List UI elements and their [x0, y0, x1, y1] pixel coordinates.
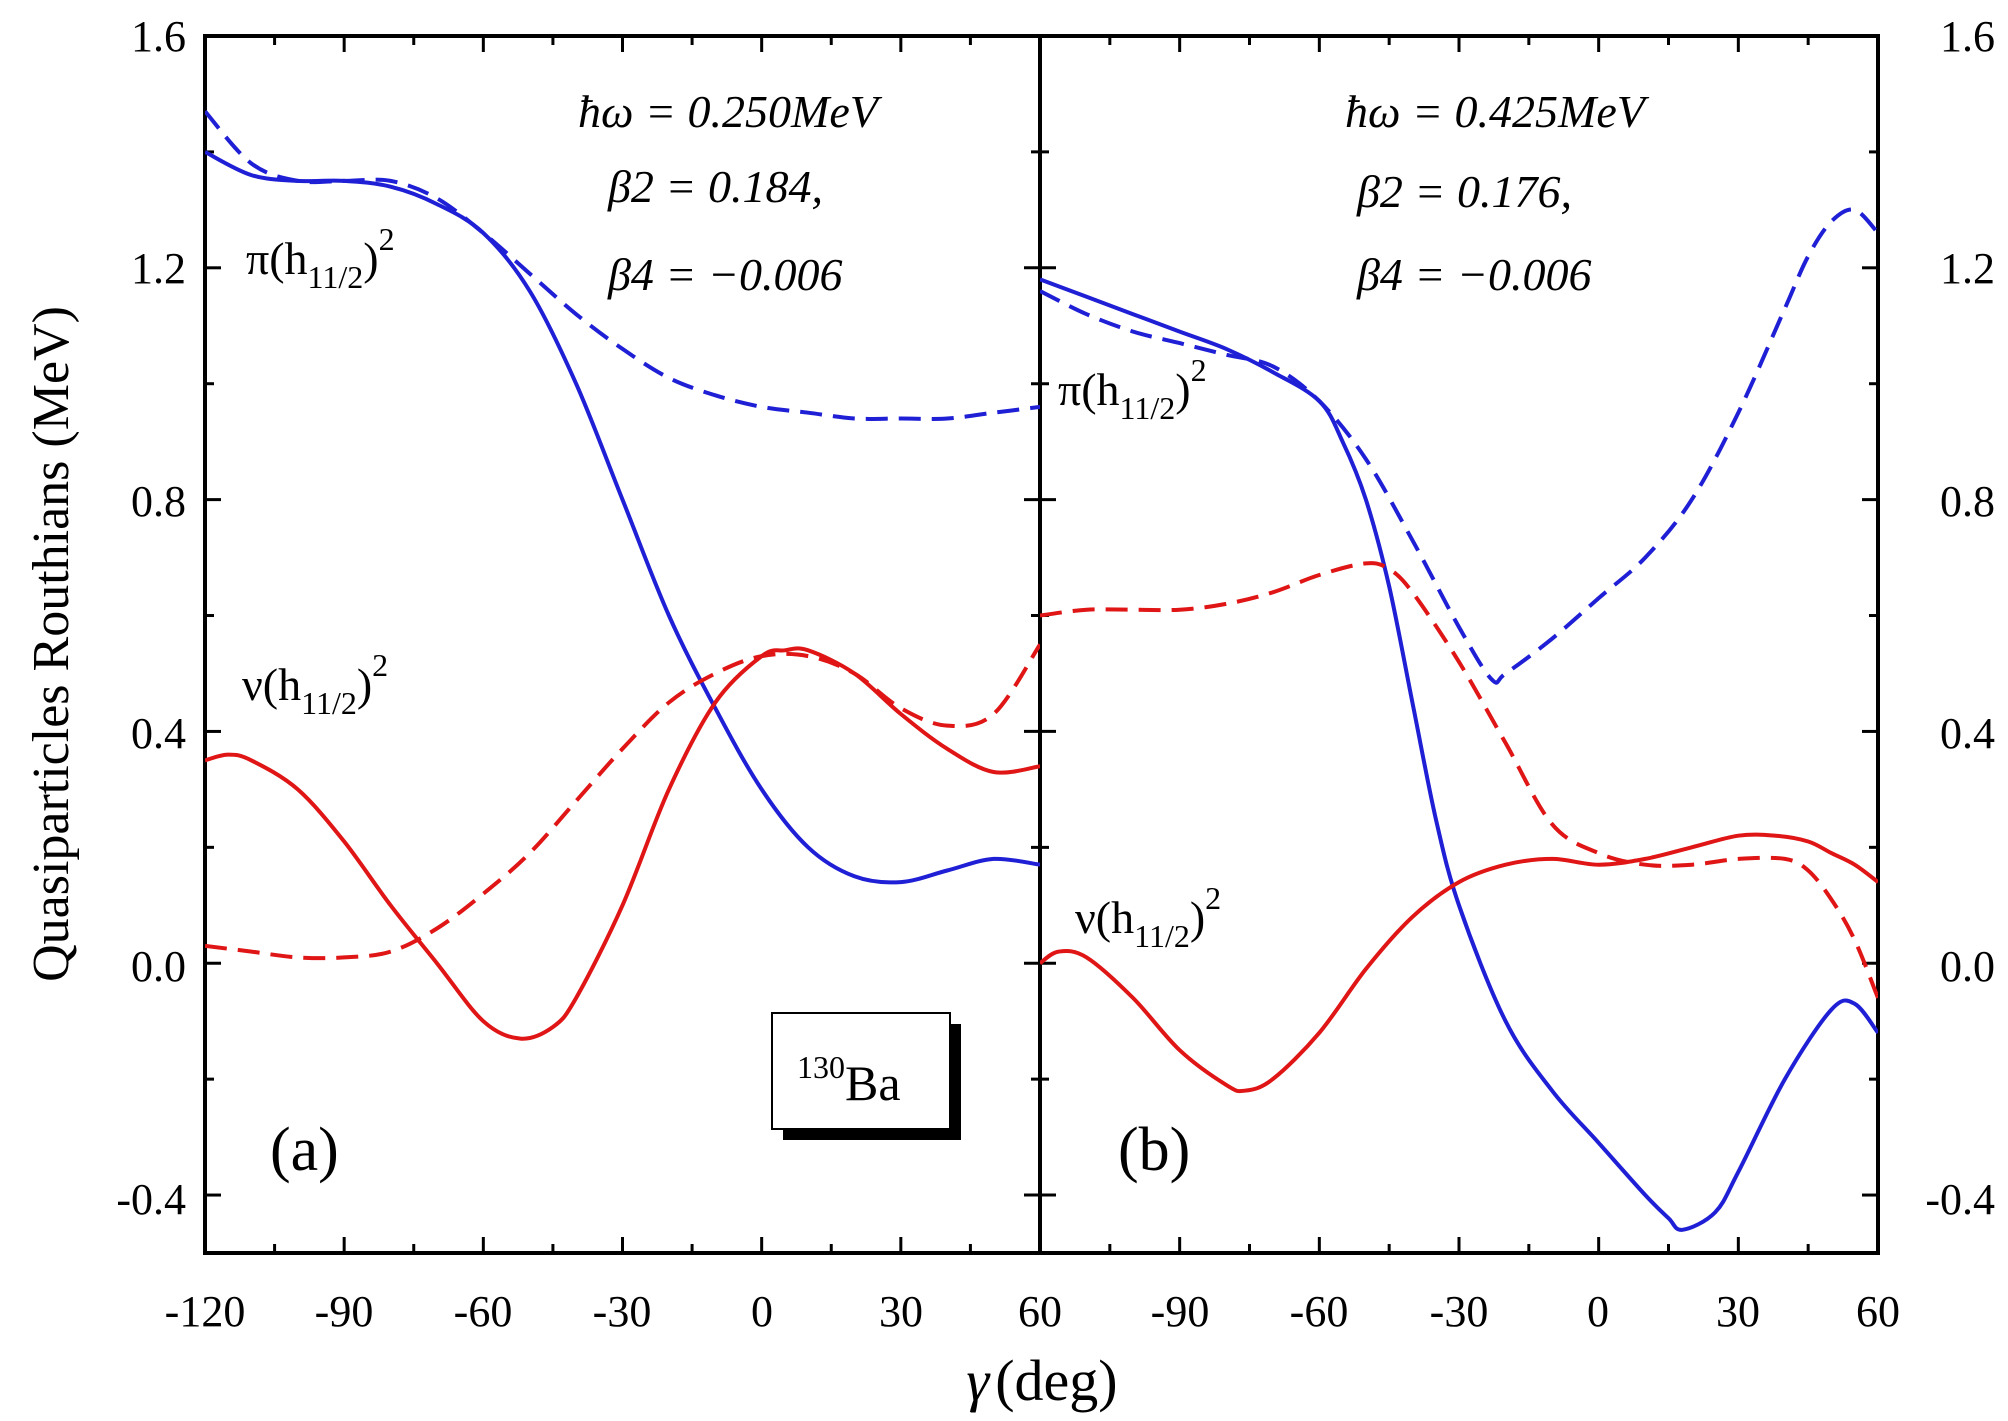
panel-a-annotations: ħω = 0.250MeV β2 = 0.184, β4 = −0.006	[578, 86, 883, 300]
beta4-annotation: β4 = −0.006	[607, 249, 843, 300]
proton-dashed-series-line	[1040, 207, 1878, 685]
proton-curve-label-b: π(h11/2)2	[1058, 352, 1207, 426]
x-tick-label: 60	[1018, 1287, 1062, 1336]
x-tick-label: -30	[1430, 1287, 1489, 1336]
y-tick-label: 1.6	[1940, 12, 1995, 61]
panel-b-frame	[1038, 34, 1880, 1255]
neutron-dashed-series-line	[1040, 561, 1878, 999]
panel-a-tag: (a)	[270, 1116, 339, 1184]
neutron-curve-label-a: ν(h11/2)2	[242, 647, 388, 721]
y-tick-label: 1.6	[131, 12, 186, 61]
panel-b-annotations: ħω = 0.425MeV β2 = 0.176, β4 = −0.006	[1345, 86, 1650, 300]
tick-marks	[203, 34, 1880, 1253]
x-tick-label: 30	[879, 1287, 923, 1336]
y-tick-label: 0.8	[1940, 477, 1995, 526]
y-tick-label: 0.0	[131, 942, 186, 991]
y-axis-label: Quasiparticles Routhians (MeV)	[23, 306, 80, 982]
beta2-annotation: β2 = 0.176,	[1356, 166, 1572, 217]
y-tick-label: -0.4	[1925, 1175, 1995, 1224]
y-tick-labels-right: 1.6 1.2 0.8 0.4 0.0 -0.4	[1925, 12, 1995, 1224]
beta2-annotation: β2 = 0.184,	[607, 161, 823, 212]
y-tick-label: 1.2	[131, 244, 186, 293]
x-tick-labels-b: -90 -60 -30 0 30 60	[1151, 1287, 1900, 1336]
x-tick-label: 0	[1587, 1287, 1609, 1336]
y-tick-label: 0.4	[131, 709, 186, 758]
x-tick-label: -120	[165, 1287, 246, 1336]
y-tick-label: 0.4	[1940, 709, 1995, 758]
neutron-dashed-series-line	[205, 643, 1040, 961]
nucleus-box: 130Ba	[771, 1012, 961, 1140]
proton-curve-label-a: π(h11/2)2	[246, 221, 395, 295]
y-tick-label: 0.0	[1940, 942, 1995, 991]
x-axis-unit: (deg)	[995, 1348, 1117, 1413]
x-tick-label: -90	[1151, 1287, 1210, 1336]
hw-annotation: ħω = 0.425MeV	[1345, 86, 1650, 137]
x-tick-label: -60	[454, 1287, 513, 1336]
x-tick-label: -30	[593, 1287, 652, 1336]
x-tick-label: -90	[315, 1287, 374, 1336]
nucleus-box-frame	[771, 1012, 951, 1130]
y-tick-label: -0.4	[116, 1175, 186, 1224]
y-tick-labels-left: 1.6 1.2 0.8 0.4 0.0 -0.4	[116, 12, 186, 1224]
beta4-annotation: β4 = −0.006	[1356, 249, 1592, 300]
x-tick-label: 0	[751, 1287, 773, 1336]
x-tick-label: 60	[1856, 1287, 1900, 1336]
x-axis-symbol: γ	[966, 1348, 991, 1413]
neutron-curve-label-b: ν(h11/2)2	[1075, 880, 1221, 954]
x-tick-label: 30	[1716, 1287, 1760, 1336]
panel-a-curves	[205, 109, 1040, 1041]
nucleus-label: 130Ba	[797, 1049, 901, 1111]
hw-annotation: ħω = 0.250MeV	[578, 86, 883, 137]
panel-b-curves	[1040, 207, 1878, 1232]
x-axis-label: γ (deg)	[966, 1348, 1117, 1413]
neutron-solid-series-line	[1040, 832, 1878, 1094]
proton-dashed-series-line	[205, 109, 1040, 421]
panel-b-tag: (b)	[1118, 1116, 1190, 1184]
y-tick-label: 0.8	[131, 477, 186, 526]
x-tick-labels-a: -120 -90 -60 -30 0 30 60	[165, 1287, 1062, 1336]
y-tick-label: 1.2	[1940, 244, 1995, 293]
x-tick-label: -60	[1290, 1287, 1349, 1336]
